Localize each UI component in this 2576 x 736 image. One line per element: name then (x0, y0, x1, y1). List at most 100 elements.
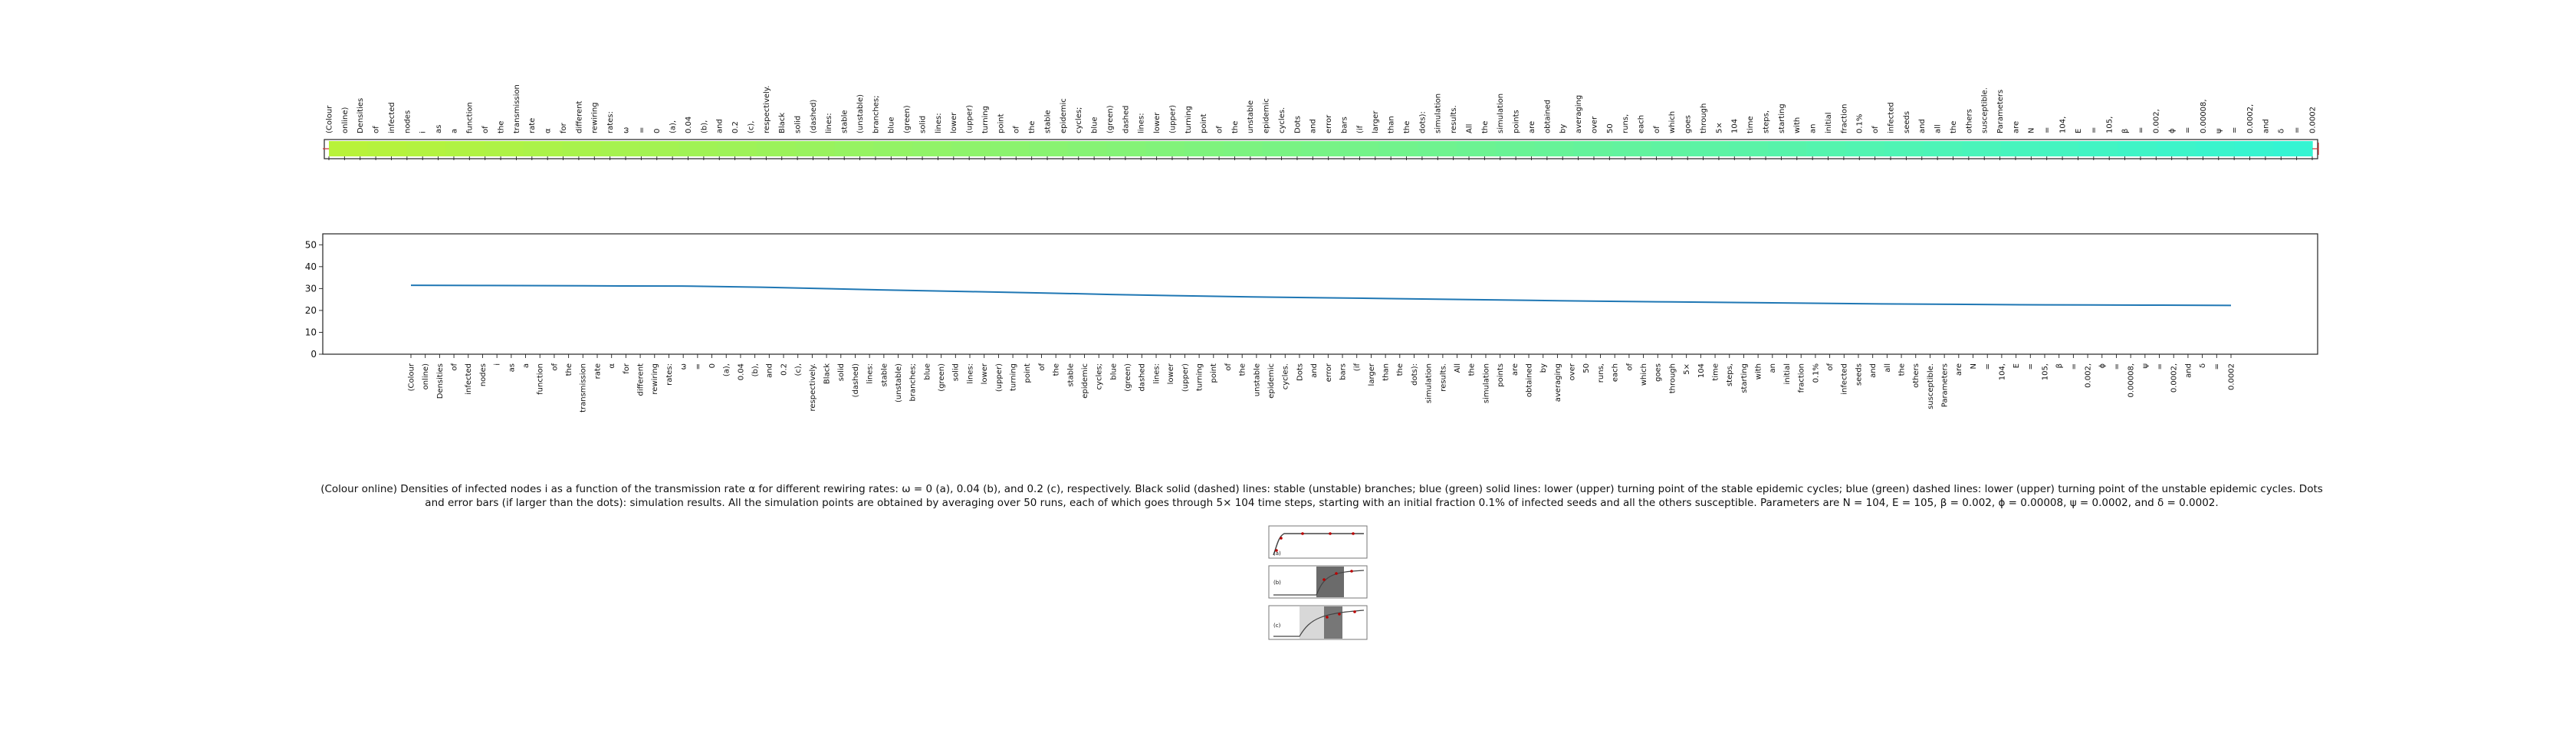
colorbar-segment (1923, 141, 1963, 156)
x-axis-tick-label: 0.0002, (2170, 363, 2179, 393)
colorbar-tick-label: simulation (1497, 94, 1505, 133)
x-axis-tick-label: point (1024, 363, 1032, 383)
colorbar-tick-label: lower (950, 112, 958, 133)
colorbar-tick-label: the (1403, 121, 1411, 133)
colorbar-tick-label: turning (981, 106, 990, 133)
colorbar-tick-label: (if (1356, 125, 1365, 133)
thumbnail-dot-a5 (1352, 532, 1355, 535)
x-axis-tick-label: 0.00008, (2128, 363, 2136, 398)
colorbar-tick-label: a (450, 129, 458, 133)
x-axis-tick-label: averaging (1554, 363, 1562, 402)
colorbar-tick-label: (green) (1106, 105, 1115, 133)
x-axis-tick-label: 50 (1582, 363, 1591, 373)
x-axis-tick-label: Dots (1296, 363, 1304, 381)
colorbar-tick-label: unstable (1247, 100, 1255, 133)
colorbar-tick-label: function (466, 102, 475, 133)
colorbar-tick-label: starting (1778, 104, 1786, 133)
x-axis-tick-label: β (2055, 363, 2064, 368)
colorbar-tick-label: fraction (1840, 104, 1848, 133)
colorbar-segment (1845, 141, 1885, 156)
x-axis-tick-label: infected (1841, 363, 1849, 395)
line-series (410, 284, 2232, 307)
colorbar-segment (2001, 141, 2041, 156)
colorbar-tick-label: over (1590, 116, 1598, 133)
colorbar-tick-label: of (481, 126, 490, 133)
x-axis-tick-label: lines: (1152, 363, 1161, 384)
colorbar-tick-label: with (1793, 117, 1802, 133)
colorbar-tick-label: Densities (356, 98, 365, 133)
x-axis-tick-label: 104 (1697, 363, 1706, 378)
colorbar-tick-label: 0.1% (1856, 114, 1865, 133)
x-axis-tick-label: different (636, 363, 645, 396)
colorbar-segment (523, 141, 564, 156)
x-axis-tick-label: obtained (1525, 363, 1533, 397)
colorbar-tick-label: turning (1184, 106, 1193, 133)
x-axis-tick-label: nodes (479, 363, 488, 386)
colorbar-tick-label: Parameters (1996, 90, 2005, 133)
x-axis-tick-label: simulation (1482, 363, 1490, 403)
x-axis-tick-label: for (623, 363, 631, 374)
colorbar-tick-label: = (2231, 127, 2239, 133)
x-axis-tick-label: rates: (665, 363, 674, 386)
y-axis-tick-label: 10 (305, 327, 317, 337)
colorbar-tick-label: and (1918, 119, 1927, 133)
x-axis-tick-label: 104, (1998, 363, 2006, 380)
x-axis-tick-label: rewiring (651, 363, 659, 395)
x-axis-tick-label: (unstable) (895, 363, 903, 402)
colorbar-tick-label: lower (1153, 112, 1162, 133)
colorbar-tick-label: 5× (1715, 122, 1723, 133)
x-axis-tick-label: others (1912, 363, 1921, 388)
x-axis-tick-label: the (1053, 363, 1061, 376)
colorbar-tick-label: δ (2278, 129, 2286, 133)
colorbar-segment (445, 141, 485, 156)
colorbar-segment (756, 141, 797, 156)
colorbar-tick-label: results. (1450, 105, 1458, 133)
x-axis-tick-label: (green) (938, 363, 946, 392)
x-axis-tick-label: and (2184, 363, 2193, 378)
colorbar-segment (1223, 141, 1263, 156)
x-axis-tick-label: time (1711, 363, 1720, 381)
x-axis-tick-label: of (450, 363, 458, 371)
x-axis-tick-label: blue (923, 363, 932, 380)
x-axis-tick-label: dots): (1411, 363, 1419, 386)
x-axis-tick-label: and (1310, 363, 1319, 378)
colorbar-segment (873, 141, 913, 156)
x-axis-tick-label: simulation (1425, 363, 1434, 403)
x-axis-tick-label: of (1625, 363, 1634, 371)
x-axis-tick-label: α (608, 363, 616, 369)
colorbar-tick-label: online) (341, 107, 350, 133)
x-axis-tick-label: the (1239, 363, 1247, 376)
colorbar-segment (1495, 141, 1536, 156)
x-axis-tick-label: = (2027, 363, 2036, 370)
x-axis-tick-label: (green) (1124, 363, 1132, 392)
colorbar-tick-label: 0.04 (685, 117, 693, 133)
colorbar-tick-label: the (1481, 121, 1490, 133)
x-axis-tick-label: and (766, 363, 774, 378)
colorbar-tick-label: Dots (1293, 116, 1302, 133)
colorbar-segment (951, 141, 991, 156)
line-plot-frame (322, 233, 2318, 355)
colorbar-tick-label: = (2090, 127, 2098, 133)
x-axis-tick-label: solid (952, 363, 961, 381)
figure-caption: (Colour online) Densities of infected no… (320, 483, 2323, 509)
colorbar-segment (1106, 141, 1146, 156)
colorbar-segment (1184, 141, 1224, 156)
colorbar-tick-label: = (638, 127, 646, 133)
colorbar-segment (2195, 141, 2236, 156)
colorbar-tick-label: an (1809, 124, 1818, 133)
colorbar-tick-label: as (435, 125, 443, 133)
x-axis-tick-label: each (1612, 363, 1620, 382)
x-axis-tick-label: (if (1353, 363, 1362, 372)
x-axis-tick-label: E (2013, 363, 2021, 368)
colorbar-segment (990, 141, 1030, 156)
colorbar-tick-label: bars (1340, 117, 1349, 133)
x-axis-tick-label: the (1898, 363, 1906, 376)
colorbar-tick-label: cycles; (1075, 107, 1083, 133)
x-axis-tick-label: Parameters (1941, 363, 1950, 407)
colorbar-segment (484, 141, 524, 156)
colorbar-tick-label: infected (388, 102, 396, 133)
y-axis-tick-label: 20 (305, 305, 317, 316)
x-axis-tick-label: (dashed) (852, 363, 860, 397)
x-axis-tick-label: a (522, 363, 531, 368)
thumbnail-curve-b (1273, 570, 1365, 596)
